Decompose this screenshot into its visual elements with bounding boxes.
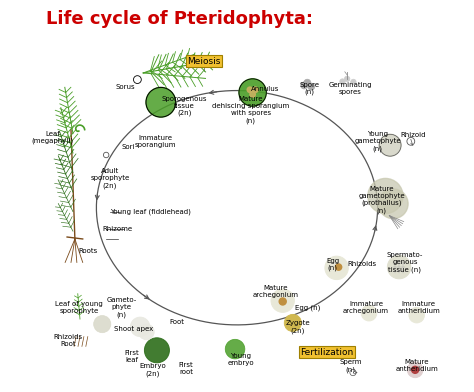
Circle shape	[407, 362, 423, 377]
Circle shape	[409, 307, 425, 323]
Circle shape	[284, 314, 301, 332]
Text: Egg (n): Egg (n)	[295, 304, 320, 310]
Circle shape	[304, 79, 311, 86]
Text: Immature
antheridium: Immature antheridium	[397, 301, 440, 314]
Text: Sorus: Sorus	[116, 83, 136, 90]
Circle shape	[351, 79, 356, 85]
Text: Gameto-
phyte
(n): Gameto- phyte (n)	[107, 297, 137, 318]
Circle shape	[336, 264, 342, 270]
Circle shape	[253, 87, 258, 93]
Text: Immature
archegonium: Immature archegonium	[343, 301, 389, 314]
Text: Sori: Sori	[122, 144, 135, 150]
Circle shape	[146, 87, 176, 117]
Text: Fertilization: Fertilization	[300, 348, 354, 357]
Circle shape	[250, 92, 255, 97]
Text: Spermato-
genous
tissue (n): Spermato- genous tissue (n)	[387, 252, 423, 273]
Text: Rhizoid: Rhizoid	[400, 132, 426, 138]
Circle shape	[138, 324, 154, 340]
Text: Leaf of young
sporophyte: Leaf of young sporophyte	[55, 301, 103, 314]
Circle shape	[271, 289, 294, 312]
Circle shape	[378, 189, 408, 219]
Text: Zygote
(2n): Zygote (2n)	[285, 320, 310, 334]
Text: Rhizoids: Rhizoids	[347, 261, 376, 267]
Circle shape	[94, 316, 111, 333]
Text: Young
embryo: Young embryo	[228, 353, 254, 366]
Text: Rhizome: Rhizome	[102, 226, 132, 232]
Text: First
root: First root	[179, 362, 193, 375]
Text: Immature
sporangium: Immature sporangium	[134, 135, 176, 148]
Circle shape	[379, 134, 401, 156]
Text: Meiosis: Meiosis	[187, 57, 220, 66]
Text: Embryo
(2n): Embryo (2n)	[140, 363, 166, 377]
Circle shape	[308, 83, 315, 90]
Text: Foot: Foot	[169, 319, 184, 325]
Text: Annulus: Annulus	[251, 85, 279, 92]
Circle shape	[325, 256, 348, 279]
Text: Mature
archegonium: Mature archegonium	[253, 285, 299, 298]
Text: Young leaf (fiddlehead): Young leaf (fiddlehead)	[110, 209, 191, 215]
Circle shape	[411, 366, 419, 373]
Text: Rhizoids
Root: Rhizoids Root	[54, 334, 83, 347]
Text: Leaf
(megaphyll): Leaf (megaphyll)	[32, 131, 73, 144]
Text: Germinating
spores: Germinating spores	[328, 82, 372, 95]
Circle shape	[130, 317, 150, 337]
Text: Mature
dehiscing sporangium
with spores
(n): Mature dehiscing sporangium with spores …	[212, 96, 289, 124]
Text: Young
gametophyte
(n): Young gametophyte (n)	[354, 131, 401, 152]
Text: Life cycle of Pteridophyta:: Life cycle of Pteridophyta:	[46, 11, 312, 29]
Text: Mature
antheridium: Mature antheridium	[395, 359, 438, 372]
Text: Shoot apex: Shoot apex	[114, 326, 153, 332]
Text: Spore
(n): Spore (n)	[299, 82, 319, 95]
Circle shape	[247, 87, 253, 93]
Text: Roots: Roots	[79, 248, 98, 254]
Circle shape	[279, 298, 286, 305]
Text: Sporogenous
tissue
(2n): Sporogenous tissue (2n)	[162, 96, 207, 116]
Text: Egg
(n): Egg (n)	[326, 258, 339, 271]
Circle shape	[340, 79, 345, 84]
Circle shape	[387, 255, 411, 279]
Circle shape	[145, 338, 169, 363]
Circle shape	[301, 82, 308, 89]
Text: Mature
gametophyte
(prothallus)
(n): Mature gametophyte (prothallus) (n)	[358, 186, 405, 214]
Text: Adult
sporophyte
(2n): Adult sporophyte (2n)	[91, 168, 130, 189]
Circle shape	[368, 178, 403, 214]
Circle shape	[345, 76, 350, 82]
Circle shape	[361, 305, 377, 321]
Circle shape	[239, 79, 266, 106]
Text: First
leaf: First leaf	[124, 350, 139, 363]
Circle shape	[225, 339, 245, 359]
Text: Sperm
(n): Sperm (n)	[339, 359, 362, 373]
